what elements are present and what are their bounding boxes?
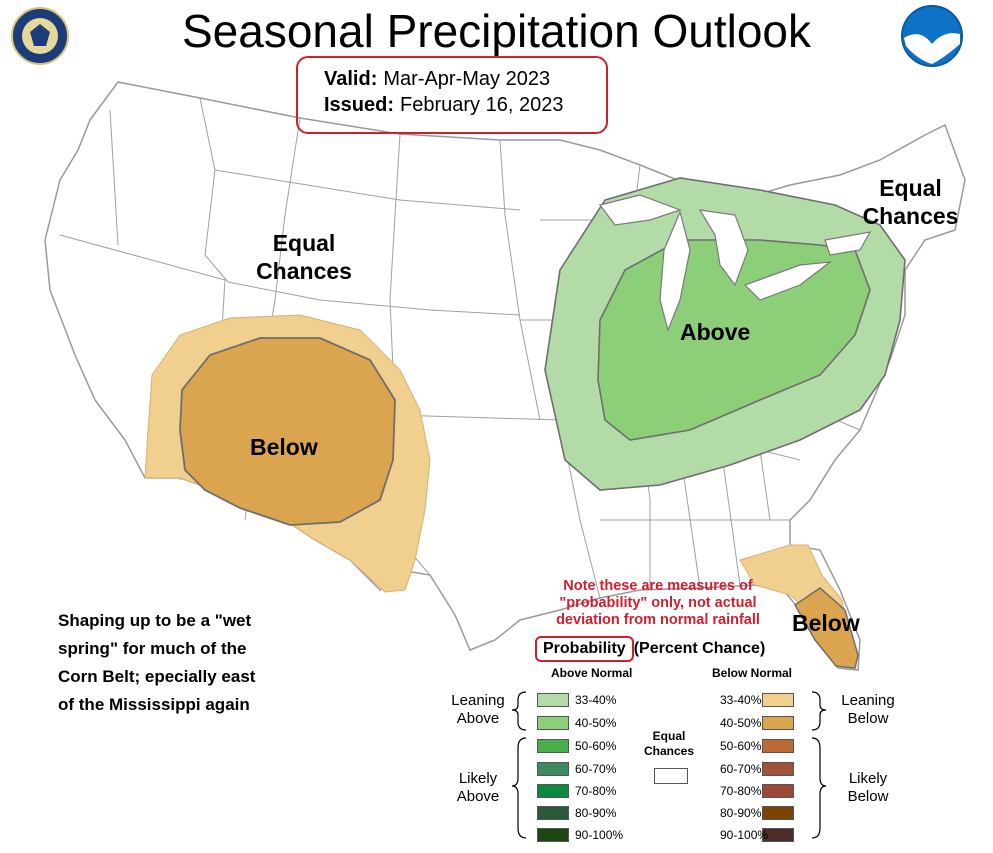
below-swatch [762, 806, 794, 820]
above-swatch [537, 762, 569, 776]
likely-below-line2: Below [847, 788, 889, 805]
leaning-above-label: Leaning Above [440, 692, 516, 728]
above-normal-header: Above Normal [551, 666, 633, 680]
below-swatch [762, 739, 794, 753]
likely-below-line1: Likely [848, 770, 888, 787]
percent-chance-label: (Percent Chance) [633, 640, 766, 657]
above-east-label: Above [680, 319, 751, 345]
equal-label-line1: Equal [652, 729, 686, 743]
leaning-below-label: Leaning Below [830, 692, 906, 728]
valid-value: Mar-Apr-May 2023 [383, 68, 551, 90]
above-swatch [537, 806, 569, 820]
equal-chances-legend-label: Equal Chances [638, 729, 700, 759]
below-range-label: 80-90% [720, 806, 762, 820]
leaning-below-line2: Below [847, 710, 889, 727]
note-line: "probability" only, not actual [559, 595, 757, 611]
issued-line: Issued: February 16, 2023 [324, 94, 563, 117]
below-range-label: 40-50% [720, 716, 762, 730]
likely-above-line2: Above [456, 788, 500, 805]
valid-line: Valid: Mar-Apr-May 2023 [324, 68, 550, 91]
above-swatch [537, 693, 569, 707]
above-range-label: 50-60% [575, 739, 617, 753]
leaning-above-line2: Above [456, 710, 500, 727]
leaning-below-line1: Leaning [841, 692, 895, 709]
above-swatch [537, 739, 569, 753]
above-swatch [537, 716, 569, 730]
below-range-label: 50-60% [720, 739, 762, 753]
above-range-label: 70-80% [575, 784, 617, 798]
valid-issued-box: Valid: Mar-Apr-May 2023 Issued: February 1… [296, 56, 608, 134]
below-southwest-label: Below [250, 434, 318, 460]
equal-chances-swatch [654, 768, 688, 784]
equal-chances-west-line2: Chances [256, 258, 352, 284]
likely-below-label: Likely Below [830, 770, 906, 806]
commentary-line: Corn Belt; epecially east [58, 667, 256, 686]
commentary-line: of the Mississippi again [58, 695, 250, 714]
above-swatch [537, 784, 569, 798]
below-florida-label: Below [792, 610, 860, 636]
equal-chances-northeast-line1: Equal [879, 175, 942, 201]
noaa-logo-icon [901, 5, 963, 67]
equal-chances-west-label: Equal Chances [248, 229, 360, 285]
note-line: Note these are measures of [563, 578, 753, 594]
likely-above-line1: Likely [458, 770, 498, 787]
above-range-label: 33-40% [575, 693, 617, 707]
below-range-label: 70-80% [720, 784, 762, 798]
above-range-label: 60-70% [575, 762, 617, 776]
equal-chances-northeast-label: Equal Chances [853, 174, 968, 230]
below-range-label: 33-40% [720, 693, 762, 707]
above-range-label: 90-100% [575, 828, 624, 842]
valid-label: Valid: [324, 68, 378, 90]
florida-below-40-50 [794, 587, 859, 669]
above-swatch [537, 828, 569, 842]
leaning-above-line1: Leaning [451, 692, 505, 709]
below-range-label: 90-100% [720, 828, 769, 842]
above-range-label: 40-50% [575, 716, 617, 730]
below-swatch [762, 716, 794, 730]
doc-seal-icon [11, 7, 69, 65]
likely-above-label: Likely Above [440, 770, 516, 806]
below-swatch [762, 784, 794, 798]
commentary-line: Shaping up to be a "wet [58, 611, 252, 630]
issued-value: February 16, 2023 [400, 94, 564, 116]
southwest-below-40-50 [179, 337, 396, 526]
commentary-text: Shaping up to be a "wet spring" for much… [58, 607, 358, 719]
probability-label: Probability [535, 636, 634, 662]
above-range-label: 80-90% [575, 806, 617, 820]
below-range-label: 60-70% [720, 762, 762, 776]
equal-label-line2: Chances [643, 744, 695, 758]
legend-title: Probability (Percent Chance) [535, 636, 765, 662]
below-swatch [762, 828, 794, 842]
page-title: Seasonal Precipitation Outlook [181, 5, 812, 57]
equal-chances-northeast-line2: Chances [862, 203, 959, 229]
note-line: deviation from normal rainfall [556, 612, 760, 628]
equal-chances-west-line1: Equal [272, 230, 336, 256]
below-swatch [762, 762, 794, 776]
below-swatch [762, 693, 794, 707]
issued-label: Issued: [324, 94, 395, 116]
commentary-line: spring" for much of the [58, 639, 247, 658]
below-normal-header: Below Normal [712, 666, 793, 680]
great-lakes [598, 194, 872, 332]
probability-note: Note these are measures of "probability"… [538, 578, 778, 629]
